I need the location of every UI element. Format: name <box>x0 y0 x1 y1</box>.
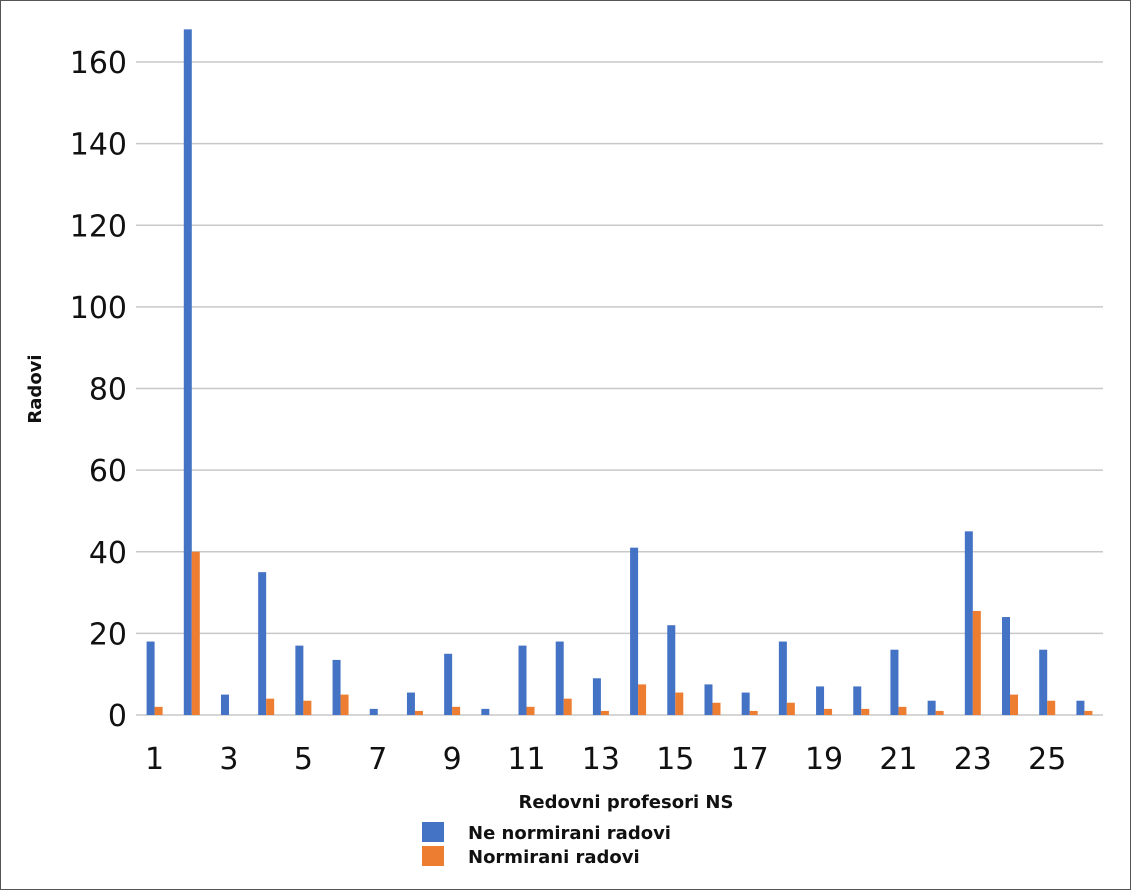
bar-ne-normirani <box>220 694 229 715</box>
bar-ne-normirani <box>332 659 341 715</box>
bar-ne-normirani <box>1002 617 1011 715</box>
x-tick-label: 9 <box>443 742 462 777</box>
bar-normirani <box>898 706 907 715</box>
x-tick-label: 3 <box>219 742 238 777</box>
bar-normirani <box>154 706 163 715</box>
x-axis-title: Redovni profesori NS <box>519 792 734 813</box>
bar-ne-normirani <box>369 708 378 715</box>
gridlines <box>136 61 1103 716</box>
bar-ne-normirani <box>853 686 862 715</box>
bar-normirani <box>712 702 721 715</box>
bar-ne-normirani <box>704 684 713 715</box>
x-tick-label: 7 <box>368 742 387 777</box>
bar-ne-normirani <box>964 531 973 715</box>
bar-ne-normirani <box>1039 649 1048 715</box>
y-tick-label: 160 <box>70 46 127 81</box>
y-tick-label: 20 <box>89 617 127 652</box>
x-tick-label: 25 <box>1028 742 1066 777</box>
bar-normirani <box>861 708 870 715</box>
bar-ne-normirani <box>444 653 453 715</box>
legend-label: Ne normirani radovi <box>468 823 671 844</box>
y-tick-label: 0 <box>108 699 127 734</box>
bar-normirani <box>303 700 312 715</box>
bar-ne-normirani <box>816 686 825 715</box>
bar-ne-normirani <box>295 645 304 715</box>
bar-normirani <box>638 684 647 715</box>
y-tick-label: 120 <box>70 209 127 244</box>
bar-ne-normirani <box>258 572 267 715</box>
y-tick-label: 80 <box>89 373 127 408</box>
bar-normirani <box>340 694 349 715</box>
x-tick-label: 21 <box>879 742 917 777</box>
bar-ne-normirani <box>406 692 415 715</box>
bar-normirani <box>749 710 758 715</box>
bar-normirani <box>452 706 461 715</box>
y-axis-ticks: 0 20 40 60 80 100 120 140 160 <box>70 46 127 734</box>
x-tick-label: 17 <box>731 742 769 777</box>
x-tick-label: 1 <box>145 742 164 777</box>
x-tick-label: 19 <box>805 742 843 777</box>
x-tick-label: 13 <box>582 742 620 777</box>
bar-ne-normirani <box>667 625 676 715</box>
bar-ne-normirani <box>741 692 750 715</box>
bar-ne-normirani <box>518 645 527 715</box>
y-tick-label: 40 <box>89 536 127 571</box>
x-tick-label: 23 <box>954 742 992 777</box>
bar-normirani <box>191 551 200 715</box>
bars <box>146 29 1093 716</box>
y-axis-title: Radovi <box>25 354 46 423</box>
bar-ne-normirani <box>481 708 490 715</box>
bar-ne-normirani <box>890 649 899 715</box>
bar-normirani <box>563 698 572 715</box>
bar-normirani <box>675 692 684 715</box>
y-tick-label: 60 <box>89 454 127 489</box>
legend-swatch <box>422 822 444 842</box>
bar-normirani <box>935 710 944 715</box>
x-tick-label: 5 <box>294 742 313 777</box>
bar-ne-normirani <box>146 641 155 715</box>
bar-normirani <box>824 708 833 715</box>
y-tick-label: 100 <box>70 291 127 326</box>
bar-normirani <box>266 698 275 715</box>
legend: Ne normirani radovi Normirani radovi <box>422 822 671 868</box>
bar-normirani <box>786 702 795 715</box>
legend-swatch <box>422 846 444 866</box>
bar-ne-normirani <box>1076 700 1085 715</box>
bar-normirani <box>1010 694 1019 715</box>
bar-normirani <box>1084 710 1093 715</box>
x-tick-label: 15 <box>656 742 694 777</box>
bar-ne-normirani <box>778 641 787 715</box>
bar-normirani <box>1047 700 1056 715</box>
bar-normirani <box>972 610 981 715</box>
bar-normirani <box>526 706 535 715</box>
bar-ne-normirani <box>555 641 564 715</box>
bar-normirani <box>414 710 423 715</box>
bar-normirani <box>600 710 609 715</box>
x-tick-label: 11 <box>507 742 545 777</box>
bar-ne-normirani <box>630 547 639 715</box>
bar-ne-normirani <box>927 700 936 715</box>
x-axis-ticks: 1 3 5 7 9 11 13 15 17 19 21 23 25 <box>145 742 1066 777</box>
legend-label: Normirani radovi <box>468 847 640 868</box>
bar-ne-normirani <box>183 29 192 716</box>
y-tick-label: 140 <box>70 128 127 163</box>
bar-ne-normirani <box>592 678 601 715</box>
